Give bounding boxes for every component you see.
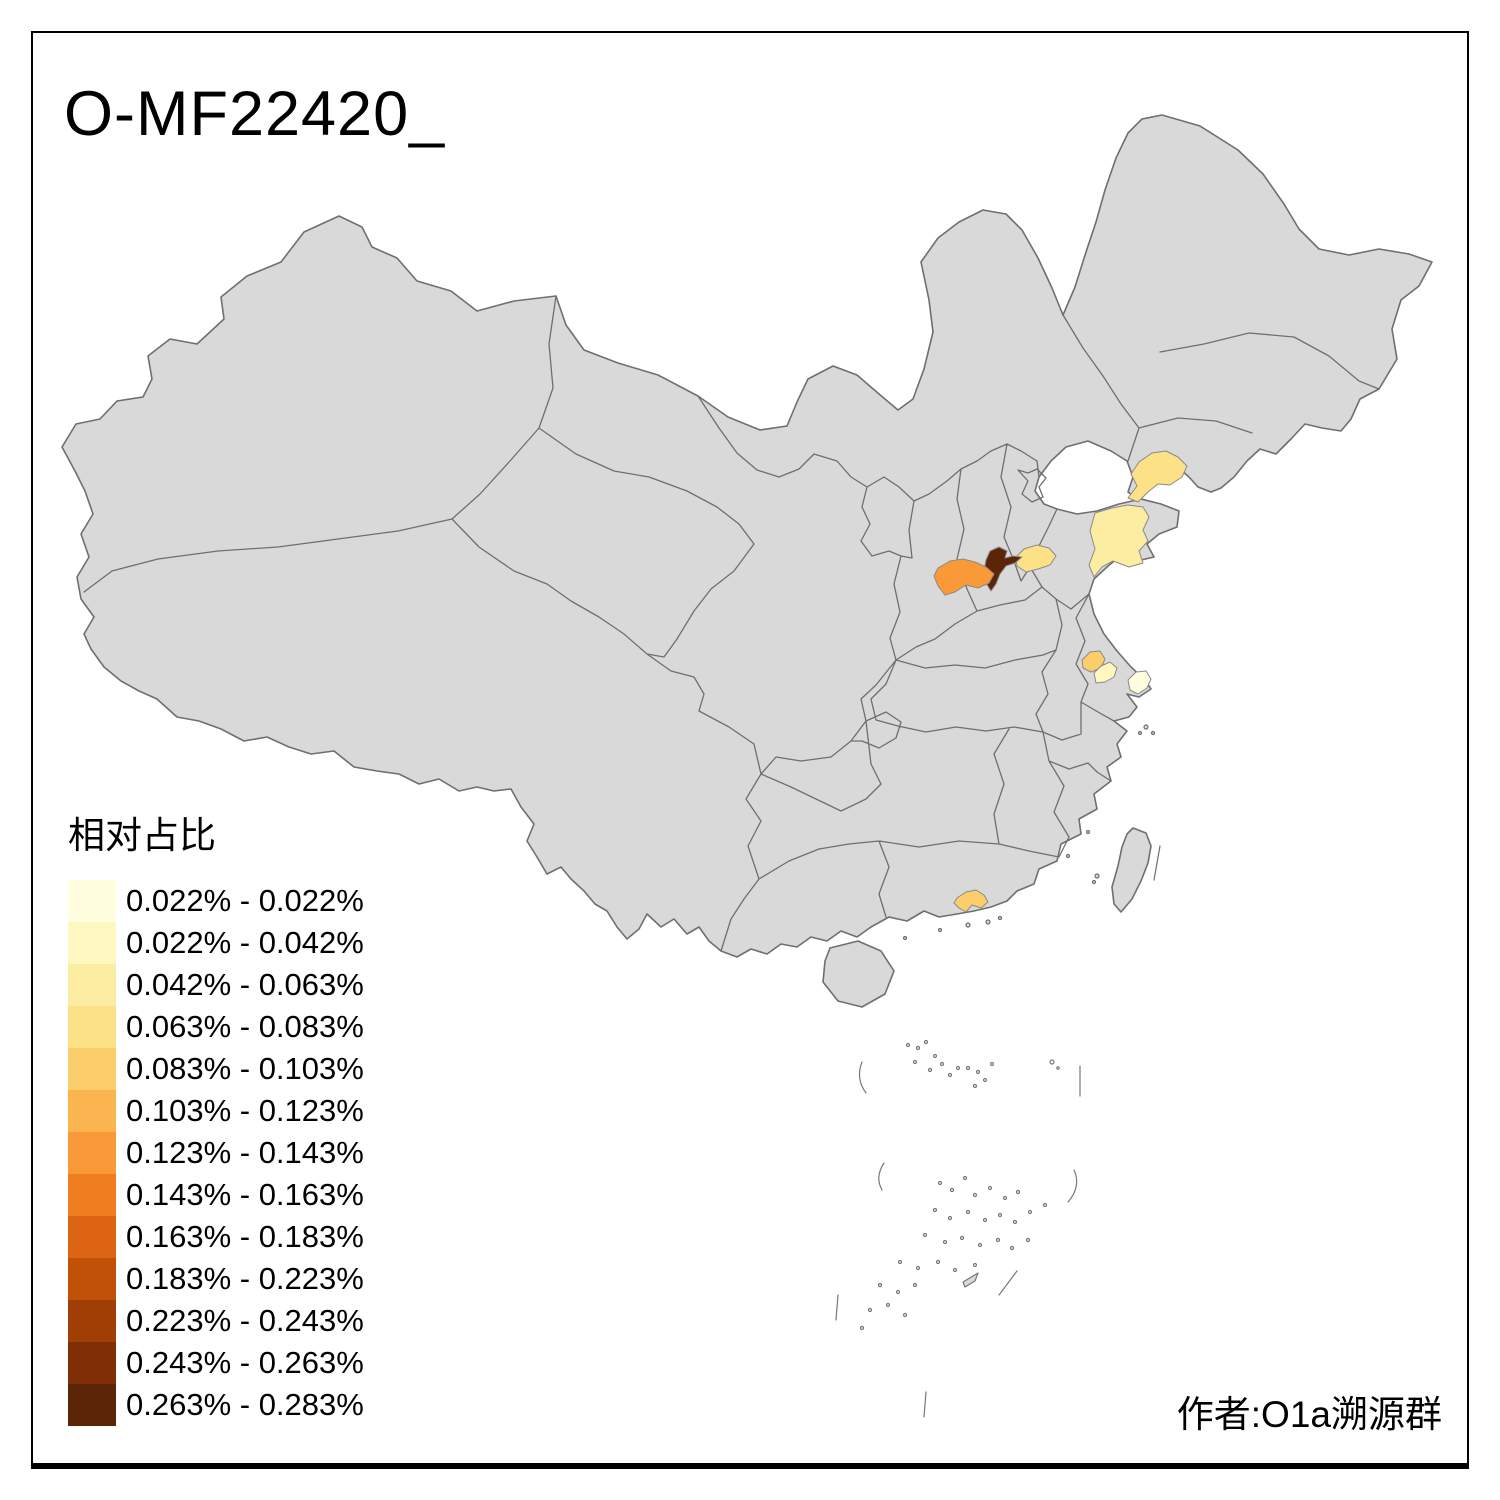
region-pearl-river-delta — [953, 889, 989, 913]
legend-row: 0.143% - 0.163% — [68, 1174, 364, 1216]
south-china-sea-islets — [835, 1039, 1081, 1418]
region-nantong-area — [1127, 670, 1152, 695]
legend-label: 0.223% - 0.243% — [126, 1303, 364, 1338]
legend-row: 0.123% - 0.143% — [68, 1132, 364, 1174]
legend-swatch — [68, 880, 116, 922]
region-huaian-area — [1081, 650, 1106, 673]
legend-swatch — [68, 1216, 116, 1258]
legend-swatch — [68, 1384, 116, 1426]
legend-row: 0.163% - 0.183% — [68, 1216, 364, 1258]
legend-swatch — [68, 922, 116, 964]
province-borders-northeast — [1062, 314, 1380, 462]
province-borders-south — [698, 593, 1115, 952]
taiwan-island — [1111, 827, 1152, 913]
coastal-islets — [902, 724, 1161, 941]
legend-swatch — [68, 1342, 116, 1384]
legend-row: 0.022% - 0.022% — [68, 880, 364, 922]
legend-swatch — [68, 964, 116, 1006]
legend-label: 0.063% - 0.083% — [126, 1009, 364, 1044]
legend-rows: 0.022% - 0.022% 0.022% - 0.042% 0.042% -… — [68, 880, 364, 1426]
legend-label: 0.103% - 0.123% — [126, 1093, 364, 1128]
legend-row: 0.022% - 0.042% — [68, 922, 364, 964]
legend: 相对占比 0.022% - 0.022% 0.022% - 0.042% 0.0… — [68, 816, 364, 1426]
legend-swatch — [68, 1258, 116, 1300]
legend-swatch — [68, 1300, 116, 1342]
legend-row: 0.263% - 0.283% — [68, 1384, 364, 1426]
legend-swatch — [68, 1174, 116, 1216]
page-title: O-MF22420_ — [64, 79, 446, 149]
legend-row: 0.223% - 0.243% — [68, 1300, 364, 1342]
legend-label: 0.183% - 0.223% — [126, 1261, 364, 1296]
legend-row: 0.042% - 0.063% — [68, 964, 364, 1006]
region-yangzhou-area — [1093, 661, 1118, 684]
region-liaodong-peninsula — [1127, 450, 1188, 503]
legend-title: 相对占比 — [68, 815, 216, 856]
legend-label: 0.022% - 0.042% — [126, 925, 364, 960]
legend-label: 0.263% - 0.283% — [126, 1387, 364, 1422]
legend-label: 0.243% - 0.263% — [126, 1345, 364, 1380]
legend-label: 0.042% - 0.063% — [126, 967, 364, 1002]
legend-swatch — [68, 1132, 116, 1174]
legend-row: 0.063% - 0.083% — [68, 1006, 364, 1048]
hainan-island — [822, 940, 895, 1008]
region-luoyang-area — [1015, 544, 1057, 573]
region-shandong-peninsula — [1088, 504, 1150, 578]
credit-text: 作者:O1a溯源群 — [1176, 1394, 1442, 1435]
legend-swatch — [68, 1090, 116, 1132]
legend-label: 0.143% - 0.163% — [126, 1177, 364, 1212]
legend-swatch — [68, 1006, 116, 1048]
province-borders-north — [697, 395, 1090, 669]
legend-row: 0.243% - 0.263% — [68, 1342, 364, 1384]
legend-label: 0.022% - 0.022% — [126, 883, 364, 918]
legend-row: 0.103% - 0.123% — [68, 1090, 364, 1132]
legend-label: 0.163% - 0.183% — [126, 1219, 364, 1254]
legend-swatch — [68, 1048, 116, 1090]
legend-label: 0.123% - 0.143% — [126, 1135, 364, 1170]
region-weinan-area — [933, 558, 995, 596]
legend-row: 0.183% - 0.223% — [68, 1258, 364, 1300]
legend-label: 0.083% - 0.103% — [126, 1051, 364, 1086]
legend-row: 0.083% - 0.103% — [68, 1048, 364, 1090]
province-borders-west — [83, 295, 755, 712]
